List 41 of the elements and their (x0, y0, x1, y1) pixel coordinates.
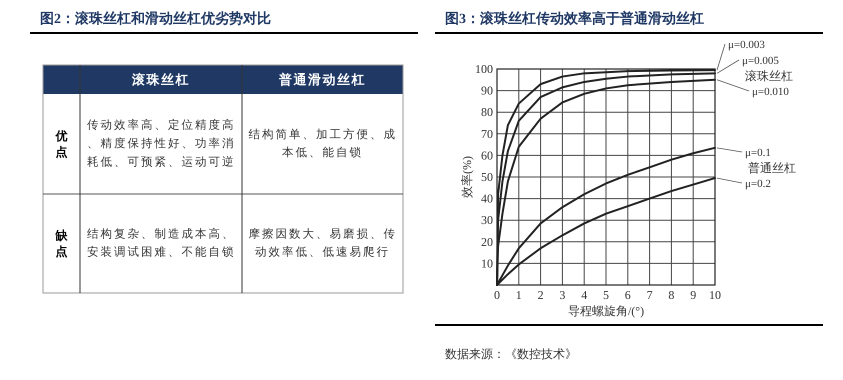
x-tick-label: 6 (624, 288, 631, 302)
text: 图2：滚珠丝杠和滑动丝杠优劣势对比 (40, 10, 271, 27)
text: 结构简单、加工方便、成本低、能自锁 (248, 126, 397, 160)
y-tick-label: 30 (481, 213, 493, 228)
text: μ=0.1 (745, 147, 771, 159)
text: μ=0.003 (728, 39, 766, 51)
text: 结构复杂、制造成本高、安装调试困难、不能自锁 (86, 226, 236, 259)
text: μ=0.010 (752, 86, 790, 98)
y-tick-label: 90 (481, 84, 493, 98)
x-axis-title: 导程螺旋角/(°) (568, 304, 644, 318)
y-axis-title: 效率(%) (460, 156, 474, 198)
source-note: 数据来源：《数控技术》 (445, 347, 577, 361)
text: 摩擦因数大、易磨损、传动效率低、低速易爬行 (248, 226, 397, 259)
text: μ=0.005 (742, 55, 780, 67)
x-tick-label: 1 (516, 288, 522, 302)
x-tick-label: 9 (690, 288, 696, 302)
text: 优点 (54, 129, 68, 159)
y-tick-label: 20 (481, 234, 493, 249)
y-tick-label: 60 (481, 148, 493, 162)
text: 滚珠丝杠 (131, 72, 190, 87)
y-tick-label: 80 (481, 105, 493, 120)
x-tick-label: 2 (538, 288, 544, 302)
text: μ=0.2 (745, 178, 771, 190)
text: 缺点 (54, 228, 68, 258)
y-tick-label: 100 (475, 62, 493, 76)
y-tick-label: 70 (481, 126, 493, 141)
y-tick-label: 10 (481, 256, 493, 270)
x-tick-label: 0 (494, 288, 500, 302)
y-tick-label: 50 (481, 170, 493, 184)
x-tick-label: 3 (559, 288, 566, 302)
y-tick-label: 40 (481, 192, 493, 206)
text: 滚珠丝杠 (745, 69, 793, 83)
text: 普通丝杠 (748, 161, 796, 175)
x-tick-label: 4 (581, 288, 588, 302)
x-tick-label: 7 (646, 288, 653, 302)
x-tick-label: 10 (709, 288, 721, 302)
x-tick-label: 8 (668, 288, 674, 302)
text: 传动效率高、定位精度高、精度保持性好、功率消耗低、可预紧、运动可逆 (86, 118, 236, 168)
chart-title: 图3：滚珠丝杠传动效率高于普通滑动丝杠 (445, 10, 704, 27)
text: 普通滑动丝杠 (278, 72, 366, 87)
x-tick-label: 5 (603, 288, 609, 302)
